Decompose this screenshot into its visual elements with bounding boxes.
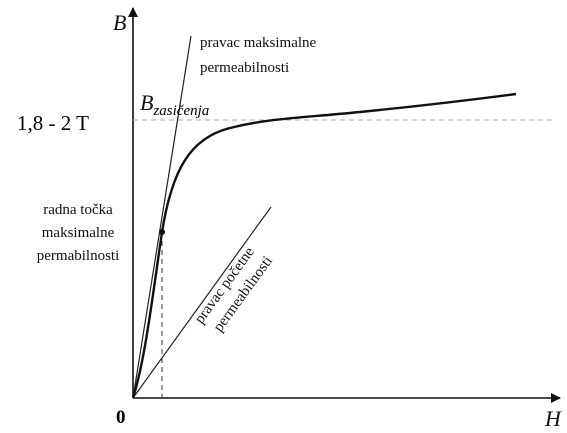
y-axis-label: B xyxy=(113,10,126,35)
initial-permeability-line xyxy=(132,206,272,399)
working-point-label: maksimalne xyxy=(42,225,115,241)
saturation-level: 1,8 - 2 T xyxy=(17,111,89,135)
max-permeability-line xyxy=(132,35,192,399)
initial-line-label-group: pravac početne permeabilnosti xyxy=(192,244,276,335)
saturation-subscript: zasičenja xyxy=(152,103,209,119)
max-line-label: permeabilnosti xyxy=(200,60,289,76)
bh-curve xyxy=(131,92,517,399)
x-axis-label: H xyxy=(544,406,562,431)
saturation-symbol: Bzasičenja xyxy=(140,90,209,119)
origin-label: 0 xyxy=(116,407,126,428)
working-point xyxy=(159,229,165,235)
working-point-label: radna točka xyxy=(43,202,113,218)
saturation-b: B xyxy=(140,90,153,115)
max-line-label: pravac maksimalne xyxy=(200,35,317,51)
working-point-label: permabilnosti xyxy=(37,248,120,264)
